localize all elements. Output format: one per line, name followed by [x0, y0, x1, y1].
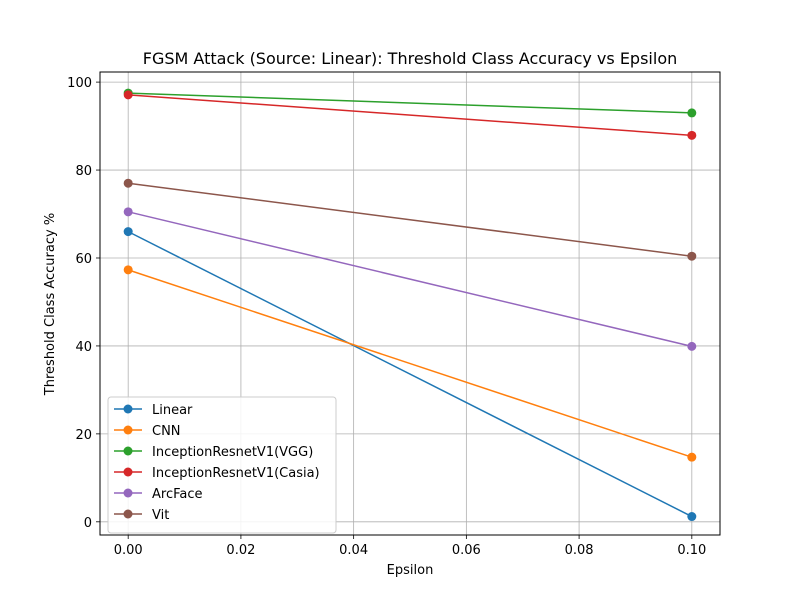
legend-swatch-marker	[123, 425, 133, 435]
data-point	[687, 130, 697, 140]
x-tick-label: 0.08	[565, 543, 594, 558]
axis-ticks: 0.00 0.02 0.04 0.06 0.08 0.10 0 20 40 60 80 100	[67, 76, 706, 558]
legend-box	[107, 396, 337, 534]
x-tick-label: 0.04	[339, 543, 368, 558]
data-point	[687, 512, 697, 522]
x-tick-label: 0.00	[114, 543, 143, 558]
series-5	[123, 178, 697, 261]
legend-label: CNN	[152, 424, 181, 439]
series-0	[123, 227, 697, 522]
legend-entry: InceptionResnetV1(VGG)	[114, 445, 313, 460]
y-tick-label: 100	[67, 76, 92, 91]
series-line	[128, 211, 692, 348]
legend-label: Vit	[152, 508, 169, 523]
data-point	[123, 227, 133, 237]
legend-entry: ArcFace	[114, 487, 203, 502]
data-point	[123, 207, 133, 217]
legend-entry: CNN	[114, 424, 181, 439]
legend-entry: Vit	[114, 508, 169, 523]
series-line	[127, 269, 693, 458]
x-axis-label: Epsilon	[387, 563, 434, 578]
legend-swatch-marker	[123, 446, 133, 456]
series-1	[123, 265, 697, 462]
series-line	[128, 94, 692, 137]
y-tick-label: 20	[75, 428, 92, 443]
legend-swatch-marker	[123, 488, 133, 498]
data-point	[687, 341, 697, 351]
data-point	[687, 452, 697, 462]
series-lines	[123, 88, 697, 522]
legend-label: InceptionResnetV1(Casia)	[152, 466, 320, 481]
y-tick-label: 40	[75, 340, 92, 355]
legend-entry: InceptionResnetV1(Casia)	[114, 466, 320, 481]
y-tick-label: 0	[84, 516, 92, 531]
legend-label: ArcFace	[152, 487, 203, 502]
series-line	[128, 182, 692, 257]
legend: Linear CNN InceptionResnetV1(VGG) Inception…	[107, 396, 337, 534]
data-point	[687, 108, 697, 118]
y-tick-label: 80	[75, 164, 92, 179]
series-line	[127, 230, 693, 518]
y-tick-label: 60	[75, 252, 92, 267]
series-4	[123, 207, 697, 351]
legend-label: Linear	[152, 403, 193, 418]
data-point	[123, 178, 133, 188]
y-axis-label: Threshold Class Accuracy %	[43, 213, 58, 396]
legend-swatch-marker	[123, 509, 133, 519]
x-tick-label: 0.02	[226, 543, 255, 558]
legend-label: InceptionResnetV1(VGG)	[152, 445, 313, 460]
plot-frame	[99, 71, 721, 536]
x-tick-label: 0.06	[452, 543, 481, 558]
data-point	[123, 265, 133, 275]
legend-entry: Linear	[114, 403, 193, 418]
data-point	[123, 90, 133, 100]
x-tick-label: 0.10	[677, 543, 706, 558]
series-line	[128, 92, 692, 114]
chart-title: FGSM Attack (Source: Linear): Threshold …	[143, 49, 678, 68]
legend-swatch-marker	[123, 404, 133, 414]
legend-swatch-marker	[123, 467, 133, 477]
series-3	[123, 90, 697, 140]
data-point	[687, 251, 697, 261]
